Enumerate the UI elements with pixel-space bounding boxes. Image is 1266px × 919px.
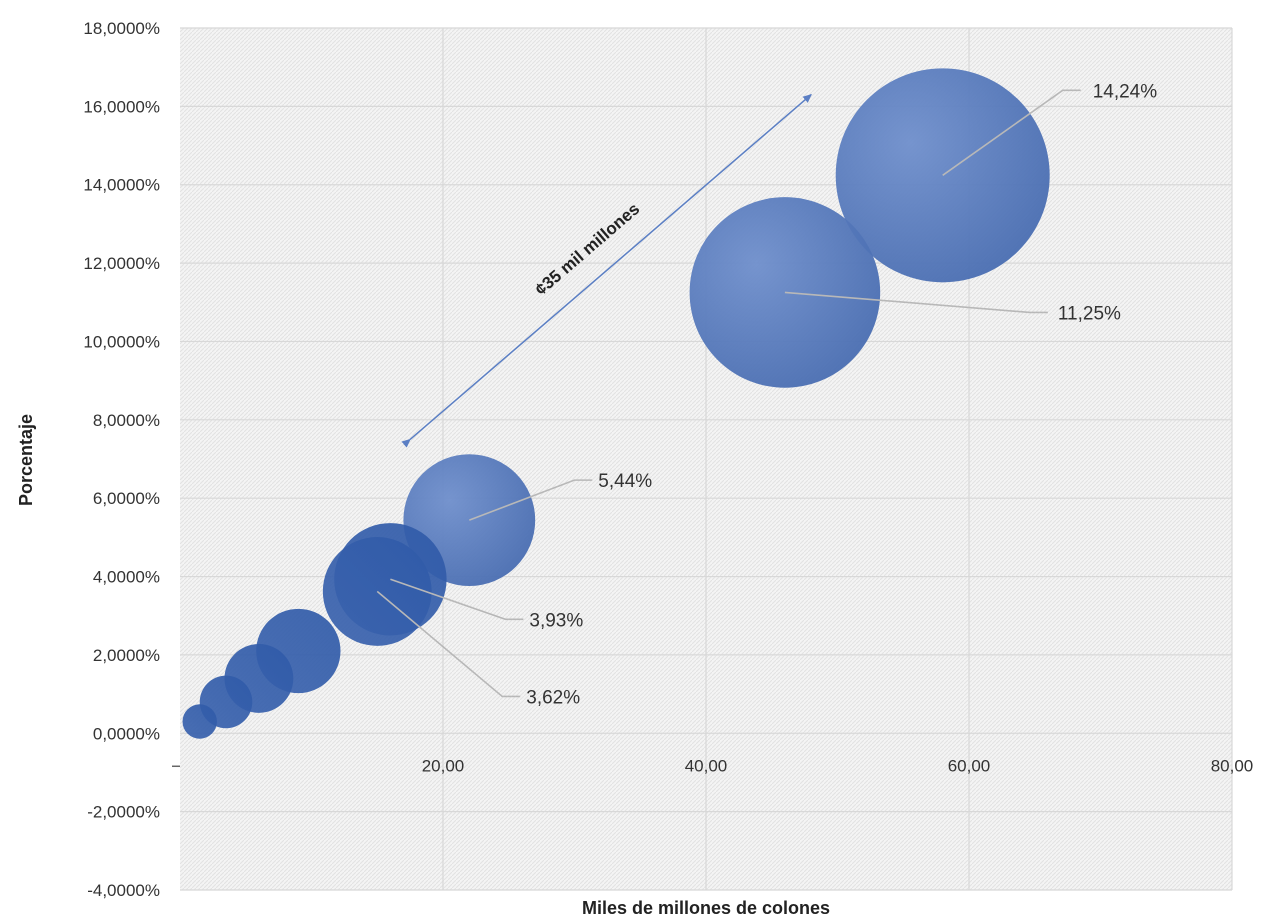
label-leader-line	[376, 590, 521, 698]
axes: 18,0000% 16,0000% 14,0000% 12,0000% 10,0000%…	[83, 19, 1253, 900]
y-tick-label: 0,0000%	[93, 724, 160, 743]
y-axis-title: Porcentaje	[16, 414, 36, 506]
x-tick-label: 60,00	[948, 756, 991, 775]
bubble-data-label: 5,44%	[598, 471, 652, 492]
bubble-data-label: 3,93%	[529, 610, 583, 631]
y-tick-label: 2,0000%	[93, 646, 160, 665]
label-leader-line	[469, 479, 593, 521]
y-tick-label: -2,0000%	[87, 803, 160, 822]
y-tick-label: 18,0000%	[83, 19, 160, 38]
bubble-data-label: 11,25%	[1058, 303, 1121, 324]
range-arrow	[401, 93, 812, 448]
bubble	[835, 68, 1050, 283]
y-tick-label: 14,0000%	[83, 176, 160, 195]
y-tick-label: 12,0000%	[83, 254, 160, 273]
y-tick-label: -4,0000%	[87, 881, 160, 900]
y-tick-label: 8,0000%	[93, 411, 160, 430]
bubble	[182, 704, 217, 739]
bubble-data-label: 3,62%	[526, 687, 580, 708]
label-leader-line	[784, 291, 1048, 314]
y-tick-label: 4,0000%	[93, 568, 160, 587]
x-axis-title: Miles de millones de colones	[582, 898, 830, 918]
y-tick-label: 6,0000%	[93, 489, 160, 508]
x-tick-label: 80,00	[1211, 756, 1254, 775]
bubble-data-label: 14,24%	[1093, 81, 1158, 102]
y-tick-label: 10,0000%	[83, 332, 160, 351]
label-leaders: 14,24% 11,25% 5,44% 3,93% 3,62%	[376, 81, 1158, 708]
x-tick-label: 40,00	[685, 756, 728, 775]
label-leader-line	[390, 578, 524, 621]
y-tick-label: 16,0000%	[83, 97, 160, 116]
label-leader-line	[942, 89, 1081, 176]
x-tick-label: 20,00	[422, 756, 465, 775]
